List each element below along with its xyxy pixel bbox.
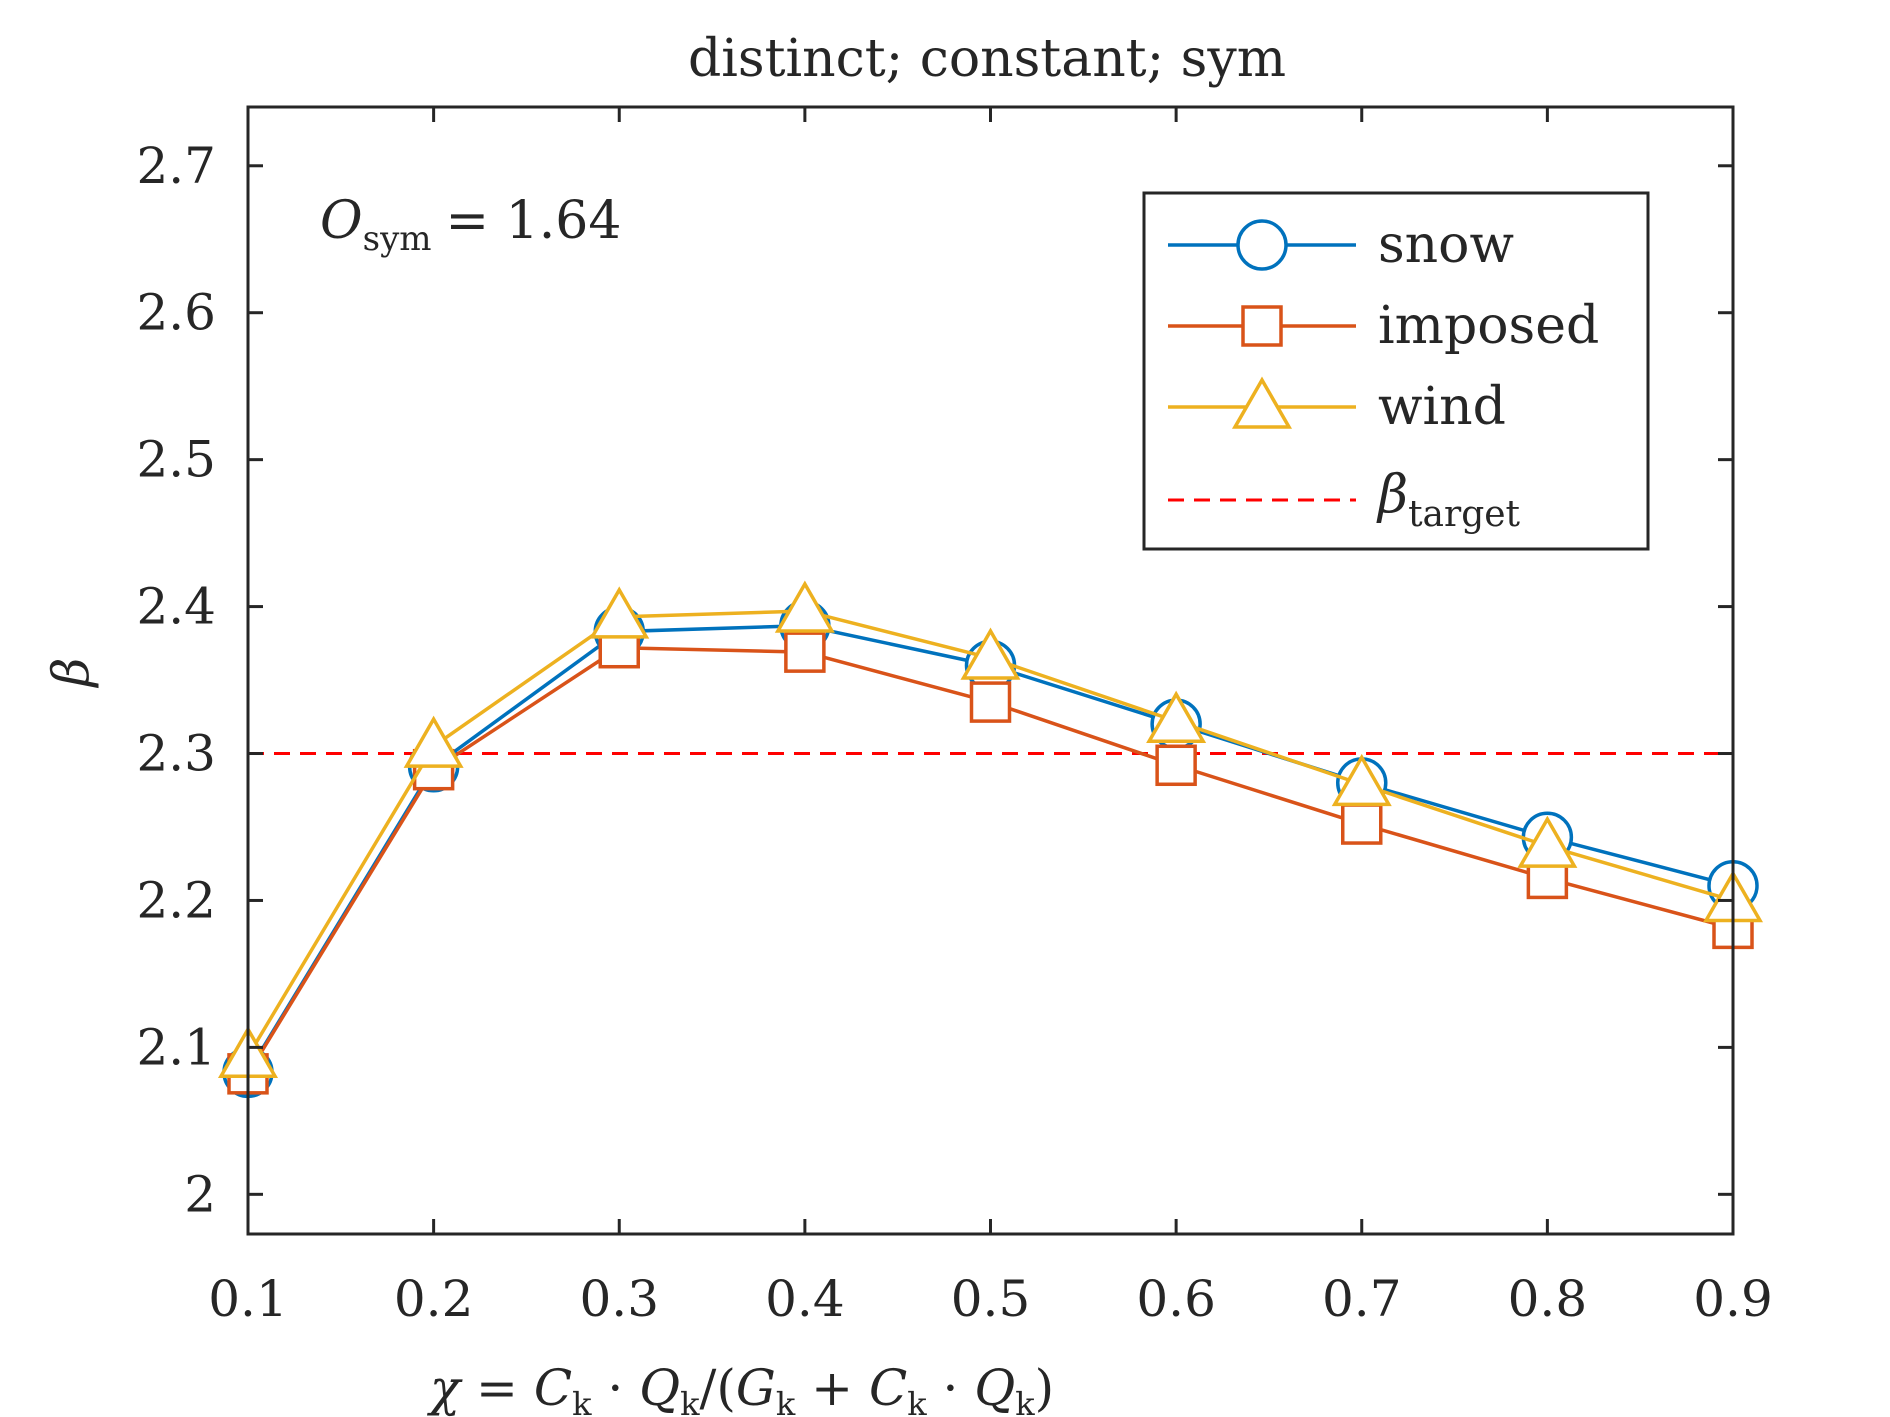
y-tick-label: 2.5 [136, 431, 216, 489]
y-tick-label: 2.3 [136, 725, 216, 783]
x-label-k2: k [680, 1385, 700, 1417]
data-point-imposed [1155, 744, 1197, 787]
x-axis-label: χ = Ck · Qk/(Gk + Ck · Qk) [427, 1359, 1054, 1417]
x-label-dot1: · [591, 1359, 639, 1417]
x-tick-label: 0.1 [208, 1270, 288, 1328]
data-point-wind [960, 627, 1021, 680]
y-tick-label: 2 [184, 1165, 216, 1223]
x-label-q2: Q [974, 1359, 1015, 1417]
y-tick-label: 2.4 [136, 578, 216, 636]
annotation-value: = 1.64 [446, 191, 622, 251]
data-point-wind [403, 715, 464, 768]
x-label-q1: Q [639, 1359, 680, 1417]
legend-label-beta: β [1376, 465, 1408, 525]
data-point-wind [1146, 690, 1207, 743]
x-tick-label: 0.7 [1322, 1270, 1402, 1328]
y-axis-label: β [42, 658, 100, 689]
x-tick-label: 0.9 [1693, 1270, 1773, 1328]
x-label-k3: k [776, 1385, 796, 1417]
x-label-plus: + [795, 1359, 869, 1417]
x-label-close: ) [1035, 1359, 1055, 1417]
annotation-base: O [320, 191, 363, 251]
x-tick-label: 0.5 [951, 1270, 1031, 1328]
chart-title: distinct; constant; sym [688, 29, 1286, 89]
legend-marker-imposed [1241, 305, 1283, 347]
data-point-imposed [969, 681, 1012, 723]
data-point-wind [1517, 815, 1578, 868]
data-point-wind [589, 586, 650, 639]
annotation-subscript: sym [363, 219, 432, 259]
legend-marker-snow [1236, 219, 1288, 271]
x-tick-label: 0.8 [1508, 1270, 1588, 1328]
data-point-wind [774, 580, 835, 633]
axes: 0.1 0.2 0.3 0.4 0.5 0.6 0.7 0.8 0.9 2 2.1 2.2 2.3 2.4… [136, 105, 1773, 1328]
legend-box [1142, 191, 1650, 551]
x-label-k1: k [572, 1385, 592, 1417]
legend-label-target-subscript: target [1408, 494, 1520, 535]
x-label-eq: = [460, 1359, 534, 1417]
annotation-objective: Osym = 1.64 [320, 191, 621, 259]
y-tick-label: 2.1 [136, 1018, 216, 1076]
legend: snow imposed wind βtarget [1142, 191, 1650, 551]
legend-label-imposed: imposed [1378, 296, 1599, 356]
x-tick-label: 0.4 [765, 1270, 845, 1328]
x-label-g: G [736, 1359, 776, 1417]
data-point-imposed [784, 631, 826, 673]
x-label-k5: k [1015, 1385, 1035, 1417]
legend-label-beta-target: βtarget [1376, 465, 1521, 535]
x-label-c1: C [534, 1359, 572, 1417]
data-point-imposed [1341, 803, 1383, 845]
legend-label-snow: snow [1378, 215, 1514, 275]
y-tick-label: 2.2 [136, 871, 216, 929]
y-tick-label: 2.6 [136, 284, 216, 342]
x-tick-label: 0.6 [1136, 1270, 1216, 1328]
x-label-c2: C [869, 1359, 907, 1417]
legend-label-wind: wind [1378, 377, 1506, 437]
x-label-open: /( [700, 1359, 736, 1417]
data-point-wind [1331, 753, 1392, 807]
legend-marker-wind [1231, 376, 1293, 429]
x-tick-label: 0.2 [394, 1270, 474, 1328]
x-label-dot2: · [927, 1359, 975, 1417]
x-label-chi: χ [427, 1359, 463, 1417]
x-tick-label: 0.3 [579, 1270, 659, 1328]
x-label-k4: k [907, 1385, 927, 1417]
y-tick-label: 2.7 [136, 137, 216, 195]
